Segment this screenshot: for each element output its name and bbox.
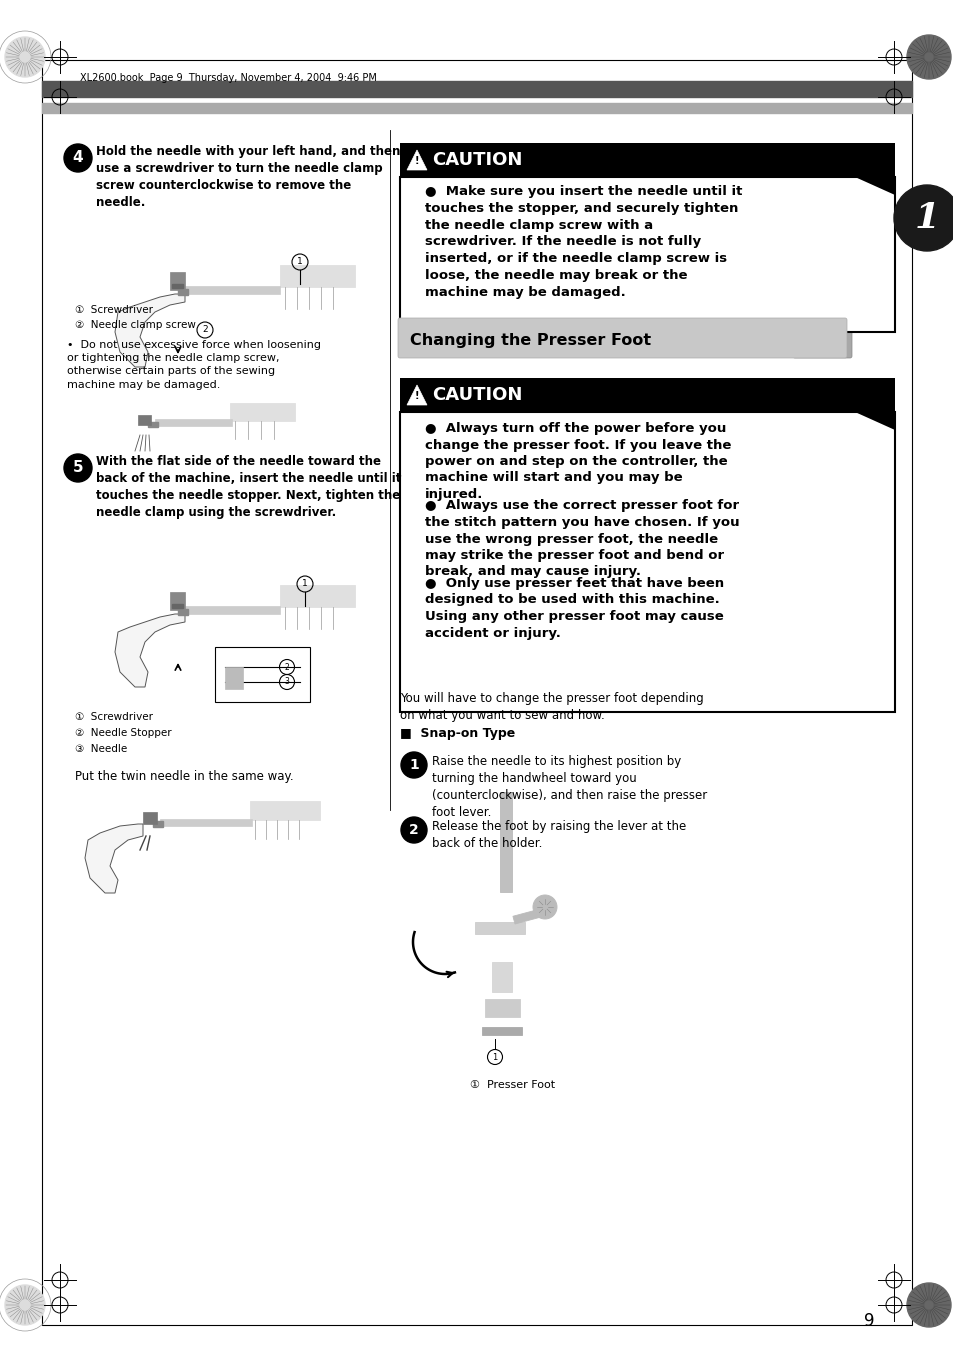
Text: ●  Always use the correct presser foot for
the stitch pattern you have chosen. I: ● Always use the correct presser foot fo… [424,500,739,578]
Bar [178,289,188,295]
Bar [492,962,512,992]
Bar [160,819,252,825]
Bar [230,403,294,422]
Circle shape [400,817,427,843]
Circle shape [5,1285,45,1325]
Text: 1: 1 [302,580,308,589]
Bar [154,419,232,426]
Text: ②  Needle clamp screw: ② Needle clamp screw [75,320,195,330]
Text: CAUTION: CAUTION [432,386,522,404]
FancyBboxPatch shape [397,317,846,358]
Text: Release the foot by raising the lever at the
back of the holder.: Release the foot by raising the lever at… [432,820,685,850]
Bar [399,412,894,712]
Text: ●  Make sure you insert the needle until it
touches the stopper, and securely ti: ● Make sure you insert the needle until … [424,185,741,299]
Bar [250,801,319,820]
Bar [42,103,911,113]
FancyBboxPatch shape [399,143,894,177]
Text: Hold the needle with your left hand, and then
use a screwdriver to turn the need: Hold the needle with your left hand, and… [96,145,400,209]
Bar [152,821,163,827]
Text: XL2600.book  Page 9  Thursday, November 4, 2004  9:46 PM: XL2600.book Page 9 Thursday, November 4,… [80,73,376,82]
Text: ●  Always turn off the power before you
change the presser foot. If you leave th: ● Always turn off the power before you c… [424,422,731,501]
Bar [185,607,280,613]
Bar [42,81,911,97]
Bar [143,812,157,824]
Polygon shape [399,143,894,195]
Text: !: ! [415,155,418,166]
Text: 3: 3 [284,677,289,686]
Bar [172,604,183,608]
Text: ③  Needle: ③ Needle [75,744,127,754]
Bar [399,177,894,332]
Circle shape [533,894,557,919]
Text: •  Do not use excessive force when loosening
or tightening the needle clamp scre: • Do not use excessive force when loosen… [67,340,320,389]
Polygon shape [407,385,427,405]
Circle shape [893,185,953,251]
Bar [484,998,519,1017]
Circle shape [906,35,950,78]
Text: 1: 1 [492,1052,497,1062]
Text: Put the twin needle in the same way.: Put the twin needle in the same way. [75,770,294,784]
Text: CAUTION: CAUTION [432,151,522,169]
Text: ②  Needle Stopper: ② Needle Stopper [75,728,172,738]
Text: 4: 4 [72,150,83,166]
Bar [178,609,188,615]
Text: Raise the needle to its highest position by
turning the handwheel toward you
(co: Raise the needle to its highest position… [432,755,706,819]
Text: 1: 1 [914,201,939,235]
PathPatch shape [115,295,185,367]
Text: With the flat side of the needle toward the
back of the machine, insert the need: With the flat side of the needle toward … [96,455,401,519]
Bar [170,592,185,611]
Text: ■  Snap-on Type: ■ Snap-on Type [399,727,515,740]
Circle shape [64,145,91,172]
Bar [148,422,158,427]
Text: 5: 5 [72,461,83,476]
FancyBboxPatch shape [399,378,894,412]
Text: 1: 1 [409,758,418,771]
Bar [225,667,243,689]
Circle shape [400,753,427,778]
Text: ①  Presser Foot: ① Presser Foot [470,1079,555,1090]
Text: ●  Only use presser feet that have been
designed to be used with this machine.
U: ● Only use presser feet that have been d… [424,577,723,639]
Bar [499,792,512,892]
Text: !: ! [415,390,418,401]
Bar [172,284,183,288]
FancyBboxPatch shape [792,317,851,358]
Polygon shape [407,150,427,170]
Bar [513,908,543,924]
Text: ①  Screwdriver: ① Screwdriver [75,712,152,721]
Bar [138,415,151,426]
Text: 2: 2 [409,823,418,838]
Text: 9: 9 [863,1312,874,1329]
Bar [280,585,355,607]
Text: 2: 2 [202,326,208,335]
Bar [280,265,355,286]
Text: Changing the Presser Foot: Changing the Presser Foot [410,332,651,347]
Text: ①  Screwdriver: ① Screwdriver [75,305,152,315]
Circle shape [64,454,91,482]
Text: You will have to change the presser foot depending
on what you want to sew and h: You will have to change the presser foot… [399,692,703,721]
Circle shape [906,1283,950,1327]
Circle shape [5,36,45,77]
Bar [481,1027,521,1035]
Bar [170,272,185,290]
Text: 2: 2 [284,662,289,671]
Polygon shape [399,378,894,430]
PathPatch shape [85,824,143,893]
Bar [214,647,310,703]
Bar [185,286,280,295]
Bar [475,921,524,934]
PathPatch shape [115,613,185,688]
Text: 1: 1 [296,258,302,266]
